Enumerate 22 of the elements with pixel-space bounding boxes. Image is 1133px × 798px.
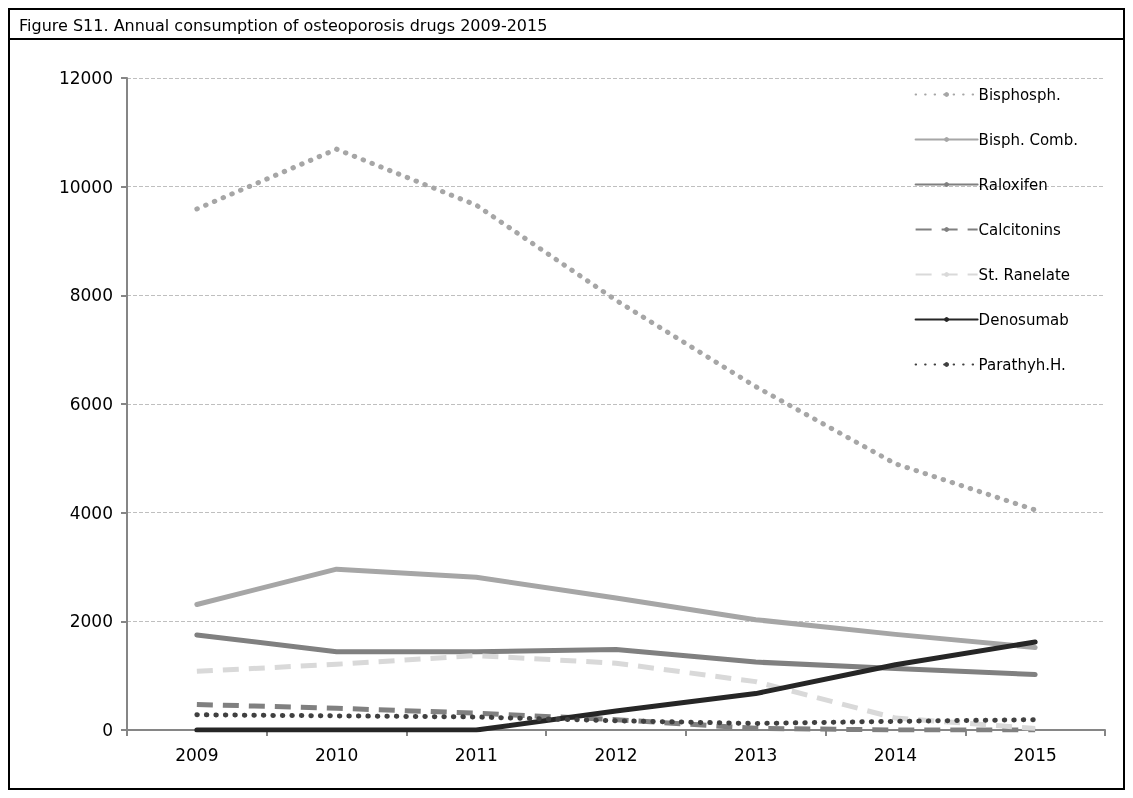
x-tick-label: 2014 [873,744,918,765]
x-tick-label: 2012 [594,744,638,765]
legend-label: Parathyh.H. [978,355,1066,374]
x-tick-label: 2013 [734,744,778,765]
y-tick-label: 10000 [58,176,113,197]
legend-label: Raloxifen [978,175,1048,194]
x-tick-label: 2015 [1013,744,1057,765]
legend-label: St. Ranelate [978,265,1071,284]
x-tick-label: 2011 [454,744,498,765]
legend-label: Bisphosph. [978,85,1061,104]
legend-label: Bisph. Comb. [978,130,1078,149]
x-tick-label: 2009 [175,744,219,765]
legend-label: Denosumab [978,310,1069,329]
y-tick-label: 2000 [69,611,113,632]
x-tick-label: 2010 [314,744,359,765]
y-tick-label: 8000 [69,285,113,306]
chart-title: Figure S11. Annual consumption of osteoporosis drugs 2009-2015 [19,15,548,35]
y-tick-label: 12000 [58,68,113,88]
legend-label: Calcitonins [978,220,1062,239]
y-tick-label: 0 [102,720,113,740]
y-tick-label: 4000 [69,502,113,523]
y-tick-label: 6000 [69,394,113,414]
